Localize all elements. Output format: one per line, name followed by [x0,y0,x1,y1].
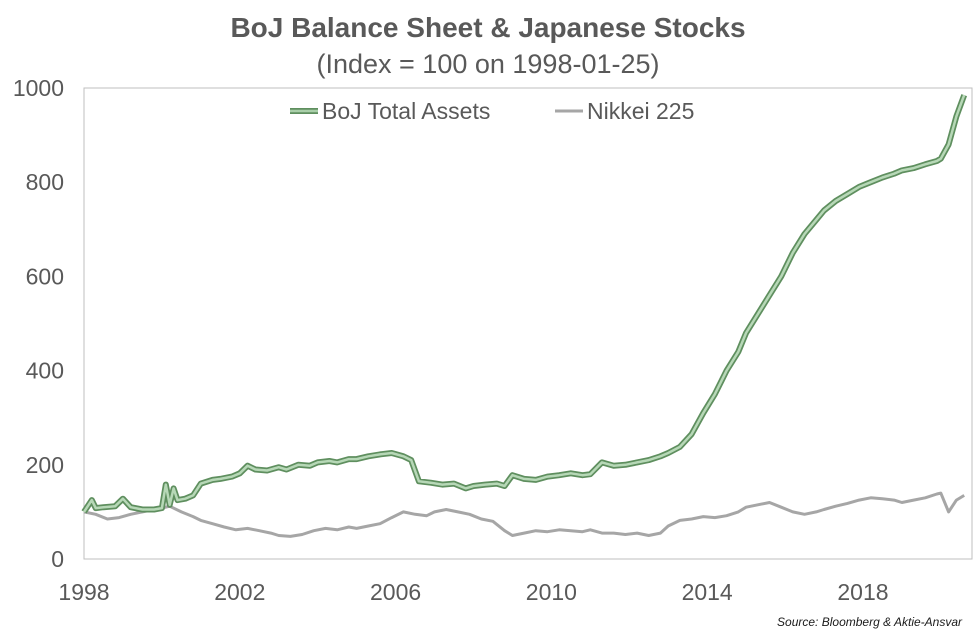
series-line-boj-total-assets [82,94,966,513]
x-axis-ticks: 1998 2002 2006 2010 2014 2018 [58,579,888,605]
x-tick-label: 2002 [214,579,265,605]
x-tick-label: 1998 [58,579,109,605]
y-tick-label: 800 [26,169,64,195]
legend: BoJ Total Assets Nikkei 225 [290,98,694,124]
x-tick-label: 2018 [837,579,888,605]
chart-subtitle: (Index = 100 on 1998-01-25) [317,49,660,79]
x-tick-label: 2014 [682,579,733,605]
y-tick-label: 1000 [13,75,64,101]
source-note: Source: Bloomberg & Aktie-Ansvar [777,615,962,629]
legend-label-boj: BoJ Total Assets [322,98,490,124]
y-tick-label: 200 [26,452,64,478]
legend-label-nikkei: Nikkei 225 [587,98,694,124]
y-axis-ticks: 0 200 400 600 800 1000 [13,75,64,572]
chart-title: BoJ Balance Sheet & Japanese Stocks [230,12,745,43]
series-line-nikkei-225 [83,491,965,538]
plot-area-border [83,87,973,560]
series-lines [81,94,968,538]
x-tick-label: 2010 [526,579,577,605]
y-tick-label: 0 [51,546,64,572]
x-tick-label: 2006 [370,579,421,605]
y-tick-label: 600 [26,263,64,289]
y-tick-label: 400 [26,358,64,384]
series-line-boj-total-assets-outline [81,94,968,514]
